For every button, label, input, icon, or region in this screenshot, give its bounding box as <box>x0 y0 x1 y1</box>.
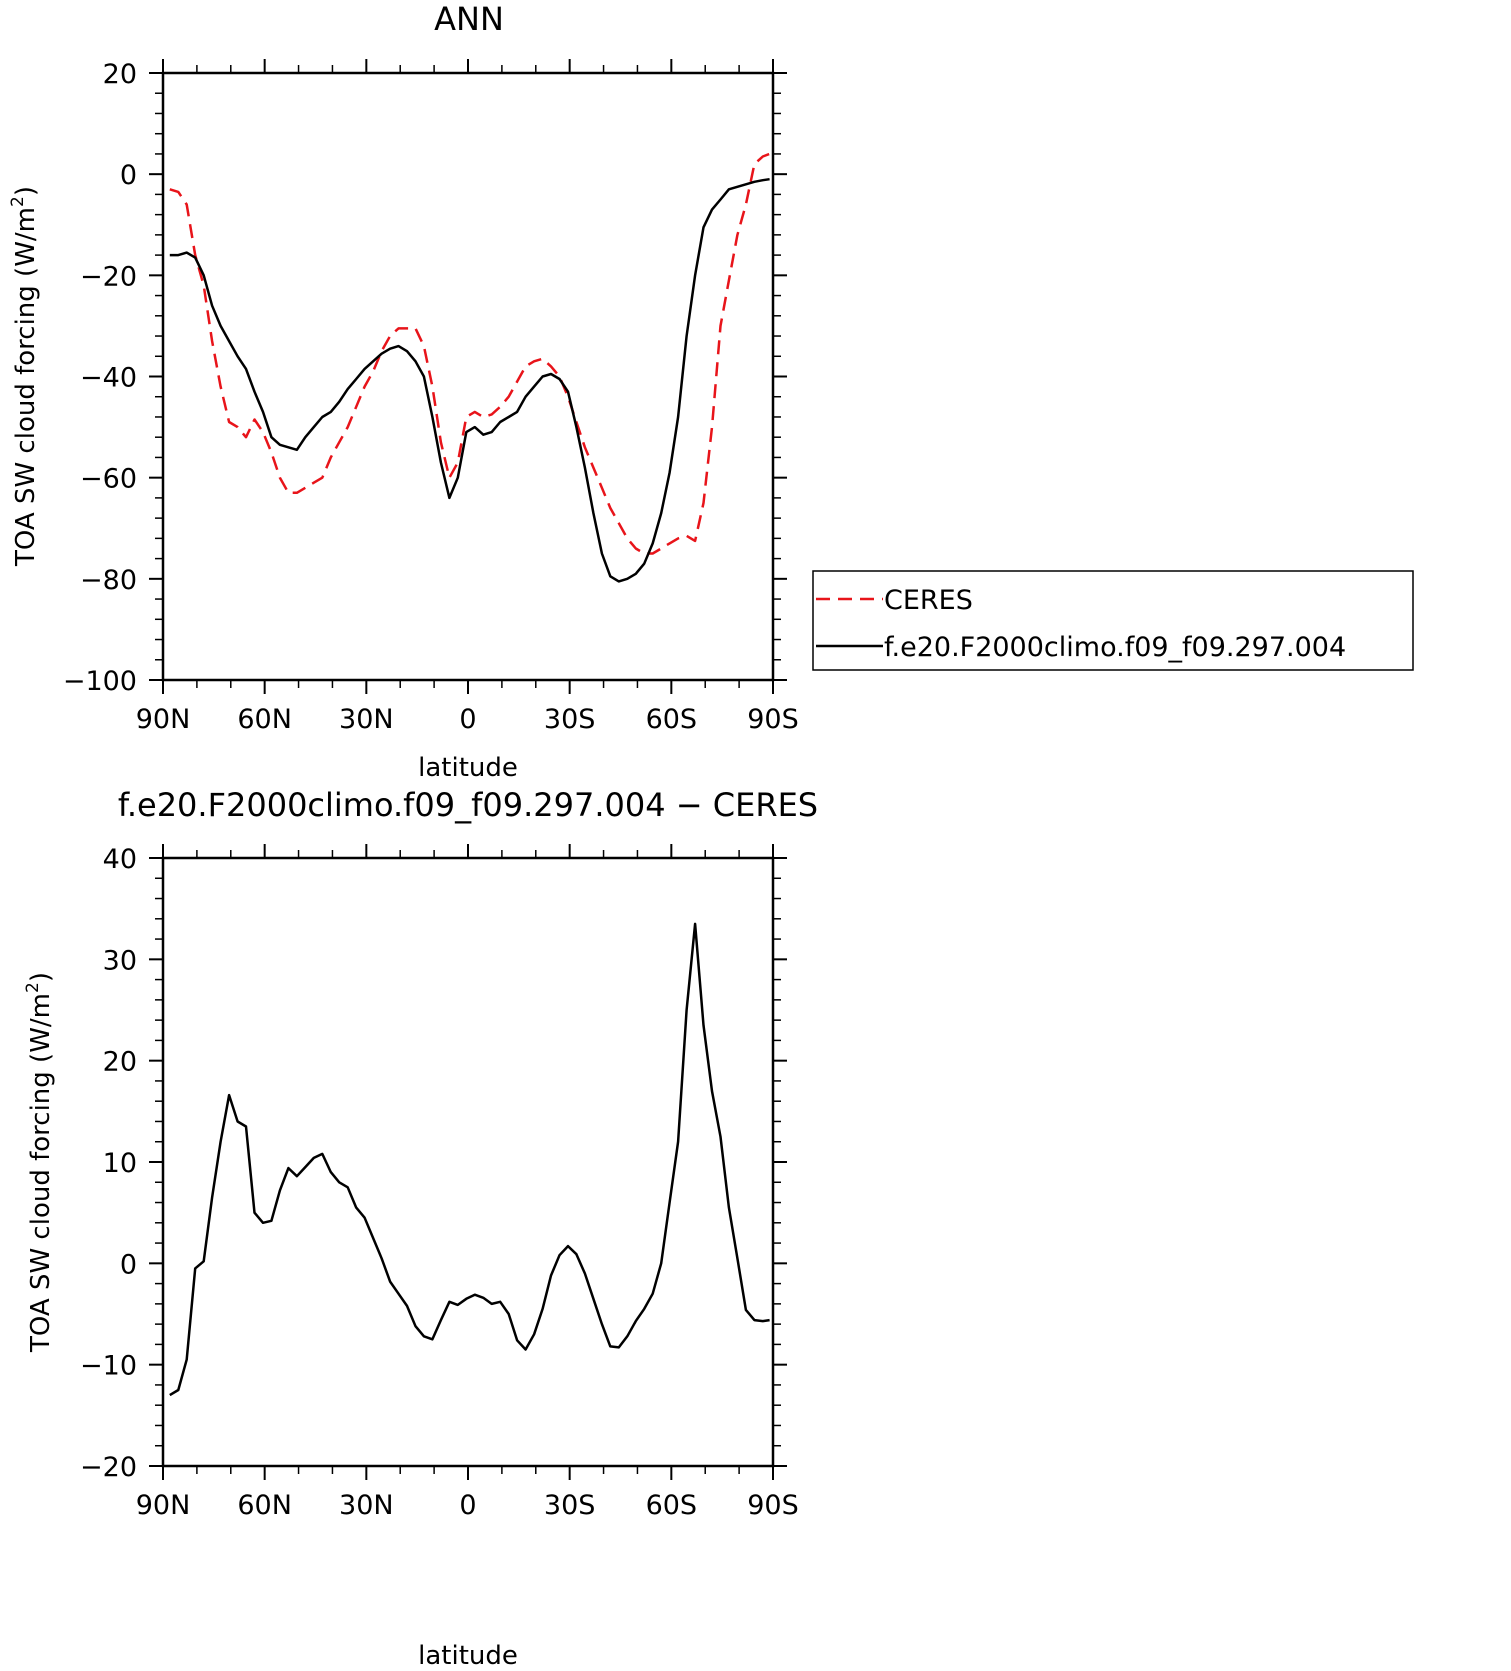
y-tick-label: 0 <box>120 1249 137 1280</box>
x-tick-label: 90S <box>747 704 799 735</box>
chart-panel-annual: ANN 90N 60N 30N 0 30S 60S 90S 20 0 −20 −40 −60 −80 −1… <box>8 0 1414 783</box>
x-tick-label: 90N <box>136 704 191 735</box>
axis-ticks: 90N 60N 30N 0 30S 60S 90S 40 30 20 10 0 −10 −20 <box>80 844 799 1521</box>
y-tick-label: 30 <box>103 945 137 976</box>
y-tick-label: 40 <box>103 844 137 875</box>
chart-title: ANN <box>434 0 504 38</box>
legend-entry-model: f.e20.F2000climo.f09_f09.297.004 <box>884 632 1346 663</box>
x-tick-label: 60S <box>646 704 698 735</box>
y-tick-label: −20 <box>80 261 137 292</box>
plot-frame <box>161 71 775 682</box>
x-axis-label: latitude <box>418 753 518 783</box>
chart-panel-difference: f.e20.F2000climo.f09_f09.297.004 − CERES… <box>23 786 818 1671</box>
y-tick-label: −10 <box>80 1351 137 1382</box>
y-tick-label: −60 <box>80 464 137 495</box>
series-layer <box>169 922 770 1397</box>
y-tick-label: −20 <box>80 1452 137 1483</box>
x-tick-label: 30N <box>339 1490 394 1521</box>
y-axis-label-text: TOA SW cloud forcing (W/m <box>26 993 56 1353</box>
y-axis-label-close: ) <box>11 186 41 196</box>
x-axis-label: latitude <box>418 1641 518 1671</box>
x-tick-label: 60S <box>646 1490 698 1521</box>
legend-entry-ceres: CERES <box>884 585 973 616</box>
axis-ticks: 90N 60N 30N 0 30S 60S 90S 20 0 −20 −40 −60 −80 −100 <box>63 59 799 735</box>
chart-title: f.e20.F2000climo.f09_f09.297.004 − CERES <box>118 786 818 824</box>
y-tick-label: 20 <box>103 59 137 90</box>
y-tick-label: −40 <box>80 363 137 394</box>
y-axis-label-superscript: 2 <box>8 196 28 207</box>
y-axis-label-close: ) <box>26 972 56 982</box>
y-axis-label: TOA SW cloud forcing (W/m2) <box>8 186 41 567</box>
y-tick-label: −80 <box>80 565 137 596</box>
y-tick-label: 10 <box>103 1148 137 1179</box>
x-tick-label: 0 <box>459 704 476 735</box>
x-tick-label: 90N <box>136 1490 191 1521</box>
y-axis-label: TOA SW cloud forcing (W/m2) <box>23 972 56 1353</box>
y-tick-label: −100 <box>63 666 137 697</box>
x-tick-label: 30N <box>339 704 394 735</box>
x-tick-label: 60N <box>237 704 292 735</box>
x-tick-label: 30S <box>544 1490 596 1521</box>
legend: CERES f.e20.F2000climo.f09_f09.297.004 <box>812 570 1414 671</box>
y-tick-label: 0 <box>120 160 137 191</box>
y-axis-label-text: TOA SW cloud forcing (W/m <box>11 207 41 567</box>
series-line-ceres <box>169 152 771 555</box>
series-layer <box>169 152 771 583</box>
y-axis-label-superscript: 2 <box>23 982 43 993</box>
series-line-model <box>169 177 770 583</box>
plot-frame <box>161 856 775 1468</box>
x-tick-label: 30S <box>544 704 596 735</box>
x-tick-label: 90S <box>747 1490 799 1521</box>
x-tick-label: 60N <box>237 1490 292 1521</box>
y-tick-label: 20 <box>103 1047 137 1078</box>
legend-box <box>812 570 1414 671</box>
x-tick-label: 0 <box>459 1490 476 1521</box>
series-line-model <box>169 922 770 1397</box>
